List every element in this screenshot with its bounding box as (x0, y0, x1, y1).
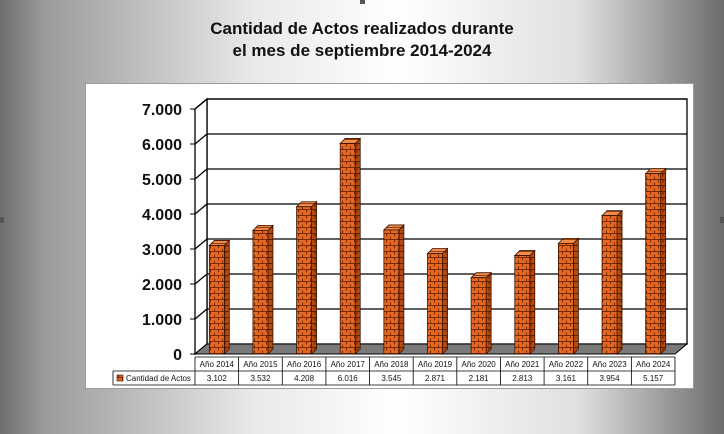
data-value-label: 2.813 (512, 374, 533, 383)
y-axis: 0 1.000 2.000 3.000 4.000 5.000 6.000 7.000 (142, 102, 195, 364)
resize-handle-left[interactable] (0, 217, 4, 223)
bar-front (427, 253, 443, 355)
bar (470, 271, 493, 355)
x-category-label: Año 2022 (549, 360, 584, 369)
y-tick-label: 0 (173, 347, 182, 364)
data-value-label: 2.181 (469, 374, 490, 383)
x-category-label: Año 2023 (592, 360, 627, 369)
bar (513, 249, 536, 355)
data-value-label: 3.532 (250, 374, 271, 383)
bar-front (601, 215, 618, 355)
bar (251, 224, 274, 355)
data-value-label: 2.871 (425, 374, 446, 383)
x-category-label: Año 2017 (331, 360, 366, 369)
x-category-label: Año 2014 (200, 360, 235, 369)
gridline-side (194, 168, 208, 180)
data-table: Año 2014 3.102 Año 2015 3.532 Año 2016 4.208 A… (112, 356, 676, 386)
data-value-label: 4.208 (294, 374, 315, 383)
x-category-label: Año 2018 (374, 360, 409, 369)
chart-title-line-1: Cantidad de Actos realizados durante (210, 19, 514, 38)
bar-side (529, 249, 536, 355)
bar-front (296, 206, 312, 355)
legend-key (116, 374, 124, 382)
gridline-side (194, 98, 208, 110)
bar (295, 200, 318, 355)
bar (557, 237, 580, 355)
y-tick-label: 5.000 (142, 172, 182, 189)
data-value-label: 3.954 (600, 374, 621, 383)
y-tick-label: 4.000 (142, 207, 182, 224)
bar-side (660, 167, 667, 355)
x-category-label: Año 2020 (462, 360, 497, 369)
x-category-label: Año 2016 (287, 360, 322, 369)
bar-side (311, 200, 317, 355)
bar-side (485, 271, 492, 355)
bar-front (252, 229, 269, 355)
bar-side (573, 237, 579, 355)
bar-front (645, 173, 662, 355)
x-category-label: Año 2019 (418, 360, 453, 369)
data-value-label: 5.157 (643, 374, 664, 383)
y-tick-label: 3.000 (142, 242, 182, 259)
bar (426, 247, 449, 355)
bar (382, 223, 405, 355)
gridline-side (194, 238, 208, 250)
chart-title: Cantidad de Actos realizados durante el … (0, 18, 724, 62)
bar-side (267, 224, 274, 355)
gridline-side (194, 273, 208, 285)
x-category-label: Año 2024 (636, 360, 671, 369)
bar-side (223, 239, 230, 355)
bars (208, 137, 667, 355)
resize-handle-right[interactable] (720, 217, 724, 223)
x-category-label: Año 2021 (505, 360, 540, 369)
data-value-label: 3.161 (556, 374, 577, 383)
bar-side (354, 137, 361, 355)
side-wall (194, 97, 208, 356)
chart-title-line-2: el mes de septiembre 2014-2024 (232, 41, 492, 60)
bar-side (616, 209, 623, 355)
bar-front (470, 277, 487, 355)
bar (601, 209, 624, 355)
bar-side (442, 247, 448, 355)
bar-front (558, 242, 574, 355)
bar-front (208, 245, 225, 355)
gridline-side (194, 203, 208, 215)
x-category-label: Año 2015 (243, 360, 278, 369)
y-tick-label: 1.000 (142, 312, 182, 329)
data-value-label: 3.102 (207, 374, 228, 383)
data-value-label: 3.545 (381, 374, 402, 383)
bar-front (514, 255, 531, 355)
gridline-side (194, 308, 208, 320)
bar (208, 239, 231, 355)
bar-front (383, 229, 400, 355)
y-tick-label: 7.000 (142, 102, 182, 119)
gridline-side (194, 133, 208, 145)
bar (644, 167, 667, 355)
y-tick-label: 2.000 (142, 277, 182, 294)
legend-label: Cantidad de Actos (126, 374, 191, 383)
bar (339, 137, 362, 355)
bar-front (339, 143, 356, 355)
resize-handle-top[interactable] (360, 0, 365, 4)
data-value-label: 6.016 (338, 374, 359, 383)
bar-side (398, 223, 405, 355)
y-tick-label: 6.000 (142, 137, 182, 154)
